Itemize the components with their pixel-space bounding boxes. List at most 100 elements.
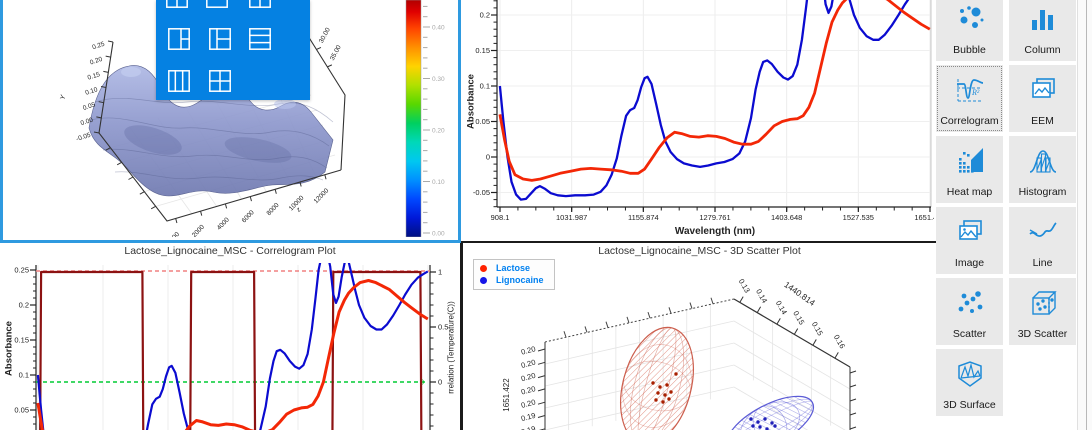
scatter3d-title: Lactose_Lignocaine_MSC - 3D Scatter Plot [598,245,801,257]
gallery-item-column[interactable]: Column [1009,0,1076,61]
gallery-item-label: Histogram [1018,186,1067,198]
svg-text:0.14: 0.14 [754,287,769,304]
y-axis-label: Absorbance [465,74,477,129]
layout-picker-popup [156,0,310,100]
layout-option-two-columns-partial-icon[interactable] [166,0,188,8]
svg-text:0.15: 0.15 [87,71,102,82]
legend-label-lignocaine: Lignocaine [496,275,544,285]
scatter-icon [936,278,1003,328]
gallery-item-label: Column [1024,44,1061,56]
right-axis-label: rrelation (Temperature(C)) [446,301,456,394]
svg-text:8000: 8000 [265,202,280,218]
legend-item-lignocaine[interactable]: Lignocaine [480,274,544,286]
svg-text:1279.761: 1279.761 [699,213,730,222]
layout-option-single-partial-icon[interactable] [206,0,228,8]
svg-text:0.25: 0.25 [91,41,106,52]
svg-text:R²: R² [971,88,980,97]
legend: Lactose Lignocaine [473,259,555,290]
gallery-item-label: Line [1032,257,1053,269]
layout-option-grid-2x2-icon[interactable] [209,70,231,92]
svg-text:0.15: 0.15 [475,46,490,55]
layout-option-one-left-two-right-partial-icon[interactable] [249,0,271,8]
x-axis-label: Wavelength (nm) [674,226,756,237]
gallery-item-label: Correlogram [940,115,999,127]
gallery-item-image[interactable]: Image [936,207,1003,274]
scatter3d-icon [1009,278,1076,328]
image-icon [936,207,1003,257]
svg-text:1527.535: 1527.535 [843,213,874,222]
svg-text:0.00: 0.00 [432,231,445,238]
svg-text:1440.814: 1440.814 [782,279,817,308]
svg-text:0.20: 0.20 [520,384,536,396]
layout-option-one-left-two-right-icon[interactable] [168,28,190,50]
svg-text:0.30: 0.30 [432,76,445,83]
panel-correlogram-plot[interactable]: Lactose_Lignocaine_MSC - Correlogram Plo… [0,243,463,430]
svg-text:0.14: 0.14 [774,299,789,316]
gallery-item-label: 3D Surface [943,399,996,411]
panel-3d-scatter-plot[interactable]: Lactose_Lignocaine_MSC - 3D Scatter Plot… [463,243,936,430]
line-icon [1009,207,1076,257]
svg-text:1403.648: 1403.648 [771,213,802,222]
svg-text:0.25: 0.25 [14,266,29,275]
correlogram-title: Lactose_Lignocaine_MSC - Correlogram Plo… [124,245,336,257]
gallery-item-scatter[interactable]: Scatter [936,278,1003,345]
layout-option-three-columns-icon[interactable] [168,70,190,92]
scatter3d-canvas[interactable]: 0.200.200.200.200.200.190.191651.4220.13… [463,243,936,430]
legend-label-lactose: Lactose [496,263,531,273]
svg-text:6000: 6000 [241,209,256,225]
svg-text:0.10: 0.10 [84,86,99,97]
svg-text:0.15: 0.15 [810,320,825,337]
gallery-item-label: 3D Scatter [1017,328,1068,340]
gallery-item-label: EEM [1031,115,1054,127]
gallery-item-label: Bubble [953,44,986,56]
chart-type-gallery: Bubble Column R² Correlogram EEM Heat map Hist… [936,0,1077,430]
legend-item-lactose[interactable]: Lactose [480,262,544,274]
gallery-item-line[interactable]: Line [1009,207,1076,274]
histogram-icon [1009,136,1076,186]
layout-option-three-rows-icon[interactable] [249,28,271,50]
svg-text:30.00: 30.00 [318,26,332,44]
line-plot-canvas[interactable]: 0.2 0.15 0.1 0.05 0 -0.05 908.1 1031.987 1155.87… [461,0,934,241]
svg-text:0.19: 0.19 [520,424,536,430]
svg-text:0.13: 0.13 [737,277,752,294]
panel-3d-surface-plot[interactable]: 0.25 0.20 0.15 0.10 0.05 0.00 -0.05 0.00 2000 400… [0,0,461,243]
panel-line-plot[interactable]: 0.2 0.15 0.1 0.05 0 -0.05 908.1 1031.987 1155.87… [461,0,936,243]
y-axis-label: Absorbance [3,321,15,376]
layout-option-one-left-two-right-wide-icon[interactable] [209,28,231,50]
svg-text:Y: Y [60,93,68,101]
svg-text:0.19: 0.19 [520,411,536,423]
svg-text:0.20: 0.20 [520,371,536,383]
svg-text:0.05: 0.05 [82,101,97,112]
svg-text:0.20: 0.20 [520,397,536,409]
svg-text:0.40: 0.40 [432,25,445,32]
svg-text:0.15: 0.15 [791,309,806,326]
svg-text:0.20: 0.20 [520,344,536,356]
svg-text:0.15: 0.15 [14,336,29,345]
svg-text:0.20: 0.20 [89,56,104,67]
svg-text:0.16: 0.16 [832,333,847,350]
gallery-item-eem[interactable]: EEM [1009,65,1076,132]
svg-text:4000: 4000 [216,216,231,232]
gallery-item-histogram[interactable]: Histogram [1009,136,1076,203]
svg-text:0.00: 0.00 [80,116,95,127]
svg-text:0.05: 0.05 [475,117,490,126]
gallery-item-3d-scatter[interactable]: 3D Scatter [1009,278,1076,345]
svg-text:12000: 12000 [313,187,331,205]
correlogram-icon: R² [936,65,1003,115]
gallery-item-bubble[interactable]: Bubble [936,0,1003,61]
column-icon [1009,0,1076,44]
svg-text:2000: 2000 [191,223,206,237]
svg-text:0.20: 0.20 [432,128,445,135]
svg-text:1651.422: 1651.422 [502,378,511,412]
gallery-item-correlogram[interactable]: R² Correlogram [936,65,1003,132]
legend-swatch-lactose [480,264,487,272]
gallery-item-heat-map[interactable]: Heat map [936,136,1003,203]
svg-text:35.00: 35.00 [329,44,343,62]
eem-icon [1009,65,1076,115]
svg-text:0.1: 0.1 [19,371,29,380]
gallery-item-3d-surface[interactable]: 3D Surface [936,349,1003,416]
heatmap-icon [936,136,1003,186]
gallery-scrollbar[interactable] [1077,0,1092,430]
